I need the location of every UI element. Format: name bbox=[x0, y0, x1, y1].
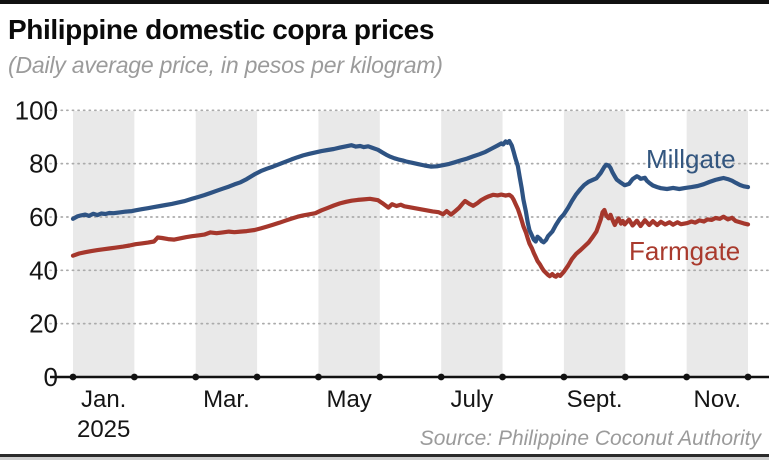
x-tick-label: Nov. bbox=[694, 386, 742, 413]
alt-month-band bbox=[441, 111, 503, 377]
x-tick-label: Sept. bbox=[567, 386, 623, 413]
y-tick-label: 100 bbox=[15, 95, 58, 125]
month-tick-dot bbox=[376, 373, 384, 381]
alt-month-band bbox=[318, 111, 380, 377]
y-tick-label: 0 bbox=[44, 362, 58, 392]
chart-title: Philippine domestic copra prices bbox=[8, 14, 434, 45]
month-tick-dot bbox=[315, 373, 322, 381]
y-tick-label: 40 bbox=[29, 255, 58, 285]
bottom-border-rule bbox=[0, 454, 769, 460]
month-tick-dot bbox=[69, 373, 77, 381]
month-tick-dot bbox=[192, 373, 200, 381]
month-tick-dot bbox=[560, 373, 568, 381]
month-tick-dot bbox=[437, 373, 445, 381]
month-tick-dot bbox=[130, 373, 138, 381]
x-tick-label: July bbox=[451, 386, 494, 413]
month-tick-dot bbox=[253, 373, 261, 381]
month-tick-dot bbox=[499, 373, 506, 381]
month-tick-dot bbox=[744, 373, 752, 381]
x-tick-label: Mar. bbox=[203, 386, 250, 413]
y-tick-label: 20 bbox=[29, 309, 58, 339]
month-tick-dot bbox=[621, 373, 629, 381]
alt-month-band bbox=[73, 111, 135, 377]
alt-month-band bbox=[686, 111, 748, 377]
source-credit: Source: Philippine Coconut Authority bbox=[419, 427, 761, 450]
series-label-millgate: Millgate bbox=[646, 144, 736, 174]
series-line-millgate bbox=[70, 138, 751, 245]
series-label-farmgate: Farmgate bbox=[629, 236, 741, 266]
x-axis-year-label: 2025 bbox=[77, 416, 130, 443]
x-tick-label: May bbox=[326, 386, 371, 413]
alt-month-band bbox=[563, 111, 626, 377]
top-border-rule bbox=[0, 0, 769, 4]
chart-subtitle: (Daily average price, in pesos per kilog… bbox=[8, 52, 443, 78]
series-line-farmgate bbox=[70, 192, 751, 279]
x-tick-label: Jan. bbox=[81, 386, 126, 413]
alt-month-band bbox=[195, 111, 258, 377]
y-tick-label: 80 bbox=[29, 149, 58, 179]
y-tick-label: 60 bbox=[29, 202, 58, 232]
month-tick-dot bbox=[683, 373, 691, 381]
